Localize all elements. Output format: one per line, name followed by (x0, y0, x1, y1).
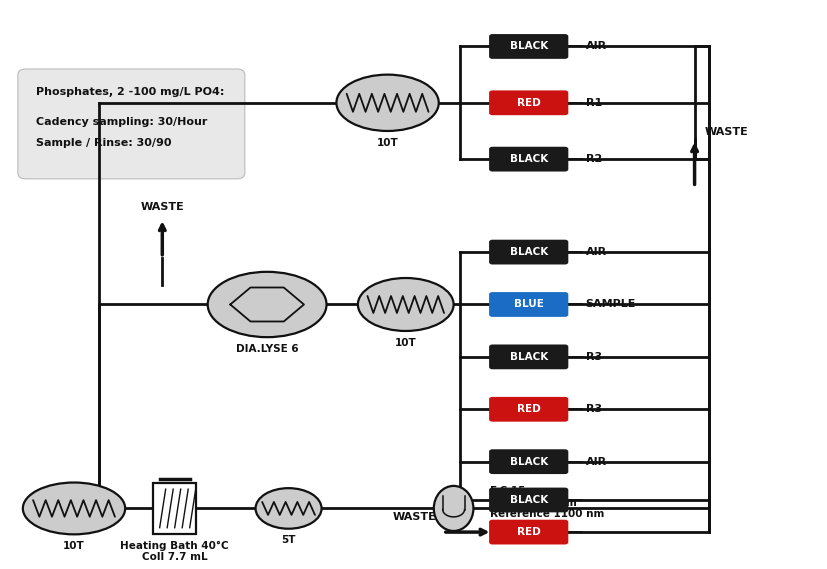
Ellipse shape (23, 483, 125, 534)
Text: AIR: AIR (585, 457, 606, 467)
FancyBboxPatch shape (489, 147, 567, 171)
Text: BLACK: BLACK (509, 247, 547, 257)
Text: F.C 15mm
Mesure 880nm
Reference 1100 nm: F.C 15mm Mesure 880nm Reference 1100 nm (490, 486, 604, 519)
Text: Sample / Rinse: 30/90: Sample / Rinse: 30/90 (36, 138, 171, 148)
Text: 5T: 5T (281, 535, 295, 546)
FancyBboxPatch shape (489, 34, 567, 59)
FancyBboxPatch shape (489, 397, 567, 422)
Bar (153, 483, 196, 534)
Ellipse shape (208, 272, 326, 337)
Text: RED: RED (516, 98, 540, 108)
Ellipse shape (357, 278, 453, 331)
Ellipse shape (336, 75, 438, 131)
Text: WASTE: WASTE (141, 201, 184, 212)
Text: 10T: 10T (63, 541, 85, 551)
Text: R2: R2 (585, 154, 601, 164)
FancyBboxPatch shape (489, 450, 567, 474)
Text: 10T: 10T (394, 338, 416, 348)
Text: BLACK: BLACK (509, 154, 547, 164)
FancyBboxPatch shape (489, 240, 567, 265)
Text: BLACK: BLACK (509, 457, 547, 467)
Text: SAMPLE: SAMPLE (585, 299, 635, 310)
Text: AIR: AIR (585, 42, 606, 51)
FancyBboxPatch shape (489, 344, 567, 369)
Text: Cadency sampling: 30/Hour: Cadency sampling: 30/Hour (36, 117, 208, 127)
Text: RED: RED (516, 405, 540, 414)
Text: 10T: 10T (376, 138, 398, 148)
Text: R3: R3 (585, 352, 601, 362)
Text: WASTE: WASTE (704, 126, 748, 137)
FancyBboxPatch shape (489, 488, 567, 512)
Text: BLACK: BLACK (509, 352, 547, 362)
FancyBboxPatch shape (489, 90, 567, 115)
Text: Phosphates, 2 -100 mg/L PO4:: Phosphates, 2 -100 mg/L PO4: (36, 87, 224, 97)
Ellipse shape (256, 488, 321, 529)
Text: R3: R3 (585, 405, 601, 414)
Text: R1: R1 (585, 98, 601, 108)
Text: DIA.LYSE 6: DIA.LYSE 6 (236, 344, 298, 354)
FancyBboxPatch shape (489, 519, 567, 545)
Text: BLUE: BLUE (513, 299, 543, 310)
Text: AIR: AIR (585, 247, 606, 257)
Text: Heating Bath 40°C
Coll 7.7 mL: Heating Bath 40°C Coll 7.7 mL (120, 541, 229, 562)
Text: BLACK: BLACK (509, 42, 547, 51)
Ellipse shape (433, 486, 473, 531)
FancyBboxPatch shape (18, 69, 245, 179)
Text: WASTE: WASTE (392, 512, 436, 522)
FancyBboxPatch shape (489, 292, 567, 317)
Text: BLACK: BLACK (509, 495, 547, 505)
Text: RED: RED (516, 527, 540, 537)
